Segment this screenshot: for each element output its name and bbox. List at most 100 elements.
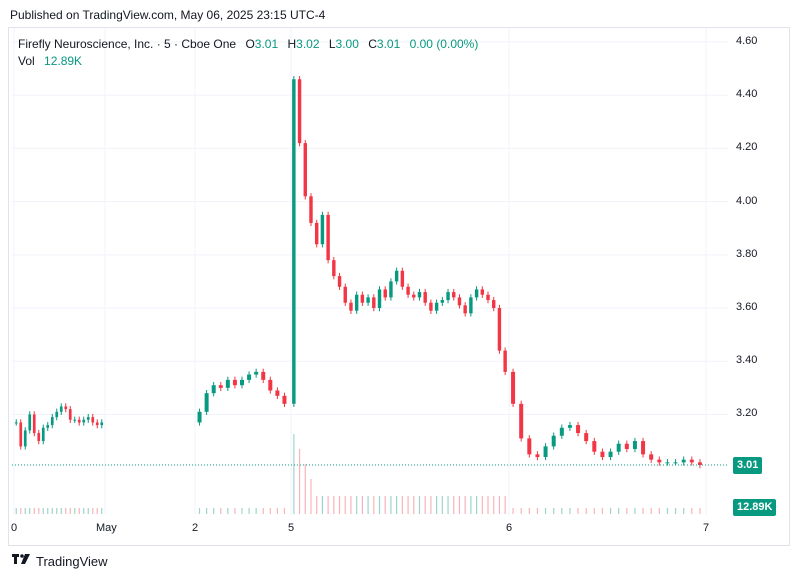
legend: Firefly Neuroscience, Inc. · 5 · Cboe On… — [18, 36, 478, 70]
volume-bar — [78, 508, 80, 514]
brand-name[interactable]: TradingView — [36, 553, 108, 569]
candle-body — [23, 430, 27, 447]
volume-bar — [234, 508, 236, 514]
price-tick-label: 3.40 — [736, 354, 758, 367]
candle-body — [452, 292, 456, 298]
candle-body — [232, 379, 237, 386]
volume-bar — [658, 508, 660, 514]
time-tick-label: 0 — [11, 522, 18, 534]
candle-body — [559, 427, 564, 436]
volume-bar — [283, 508, 286, 514]
candle-body — [46, 425, 50, 428]
candle-body — [697, 462, 702, 465]
volume-bar — [464, 496, 466, 514]
candle-body — [527, 438, 532, 455]
candle-body — [400, 270, 405, 287]
change-value: 0.00 (0.00%) — [409, 37, 479, 51]
published-caption: Published on TradingView.com, May 06, 20… — [10, 8, 326, 22]
volume-bar — [316, 496, 318, 514]
candle-body — [616, 443, 621, 452]
volume-bar — [470, 496, 472, 514]
candle-body — [463, 305, 467, 314]
volume-bar — [401, 496, 403, 514]
last-volume-badge: 12.89K — [733, 499, 777, 516]
volume-bar — [520, 508, 522, 514]
close-value: 3.01 — [376, 37, 401, 51]
volume-bar — [585, 508, 587, 514]
time-tick-label: May — [96, 522, 117, 534]
symbol-title[interactable]: Firefly Neuroscience, Inc. · 5 · Cboe On… — [18, 37, 237, 51]
candle-body — [497, 308, 502, 351]
candle-body — [50, 417, 54, 426]
volume-bar — [378, 496, 381, 514]
candle-body — [292, 79, 296, 404]
price-tick-label: 3.60 — [736, 301, 758, 314]
candle-body — [673, 462, 678, 464]
volume-bar — [384, 496, 386, 514]
candle-body — [383, 289, 387, 298]
footer: TradingView — [10, 552, 108, 570]
candle-body — [474, 289, 479, 298]
candle-body — [59, 406, 63, 412]
volume-bar — [338, 496, 341, 514]
volume-bar — [350, 496, 352, 514]
candlesticks — [14, 76, 702, 469]
price-tick-label: 4.20 — [736, 141, 758, 154]
volume-bar — [447, 496, 449, 514]
candle-body — [41, 427, 45, 442]
volume-bar — [101, 508, 103, 514]
candle-body — [68, 409, 72, 420]
candle-body — [423, 292, 427, 303]
candle-body — [377, 289, 382, 309]
volume-bar — [609, 508, 612, 514]
candle-body — [567, 425, 572, 428]
chart-frame — [8, 27, 790, 546]
candle-body — [82, 419, 86, 423]
candle-body — [665, 462, 670, 464]
volume-bar — [561, 508, 563, 514]
candle-body — [649, 454, 654, 460]
low-label: L — [328, 37, 336, 51]
candle-body — [389, 281, 393, 298]
volume-bar — [327, 496, 329, 514]
volume-bar — [593, 508, 595, 514]
candle-body — [86, 417, 90, 420]
tradingview-logo-icon — [12, 554, 30, 564]
candle-body — [366, 297, 370, 303]
volume-bar — [413, 496, 415, 514]
volume-bar — [481, 496, 483, 514]
candle-body — [434, 302, 439, 311]
candle-body — [584, 433, 589, 442]
time-tick-label: 6 — [506, 522, 513, 534]
volume-bar — [83, 508, 85, 514]
candle-body — [73, 419, 77, 421]
candle-body — [657, 459, 662, 463]
volume-bar — [418, 496, 421, 514]
open-value: 3.01 — [254, 37, 279, 51]
volume-bars — [15, 434, 701, 514]
volume-bar — [683, 508, 685, 514]
volume-bar — [373, 496, 375, 514]
candle-body — [14, 422, 18, 424]
volume-bar — [528, 508, 530, 514]
candle-body — [343, 286, 347, 303]
volume-bar — [487, 496, 489, 514]
candle-body — [503, 350, 507, 372]
volume-bar — [87, 508, 89, 514]
candle-body — [446, 292, 450, 301]
candle-body — [641, 441, 646, 455]
candle-body — [326, 214, 330, 261]
candle-body — [440, 300, 445, 303]
volume-bar — [553, 508, 555, 514]
candle-body — [314, 222, 319, 245]
high-value: 3.02 — [296, 37, 320, 51]
volume-bar — [220, 508, 222, 514]
candle-body — [77, 419, 81, 423]
low-value: 3.00 — [335, 37, 359, 51]
volume-bar — [321, 496, 324, 514]
candle-body — [197, 411, 202, 423]
volume-bar — [333, 496, 335, 514]
candle-body — [519, 403, 524, 439]
volume-bar — [293, 434, 295, 514]
